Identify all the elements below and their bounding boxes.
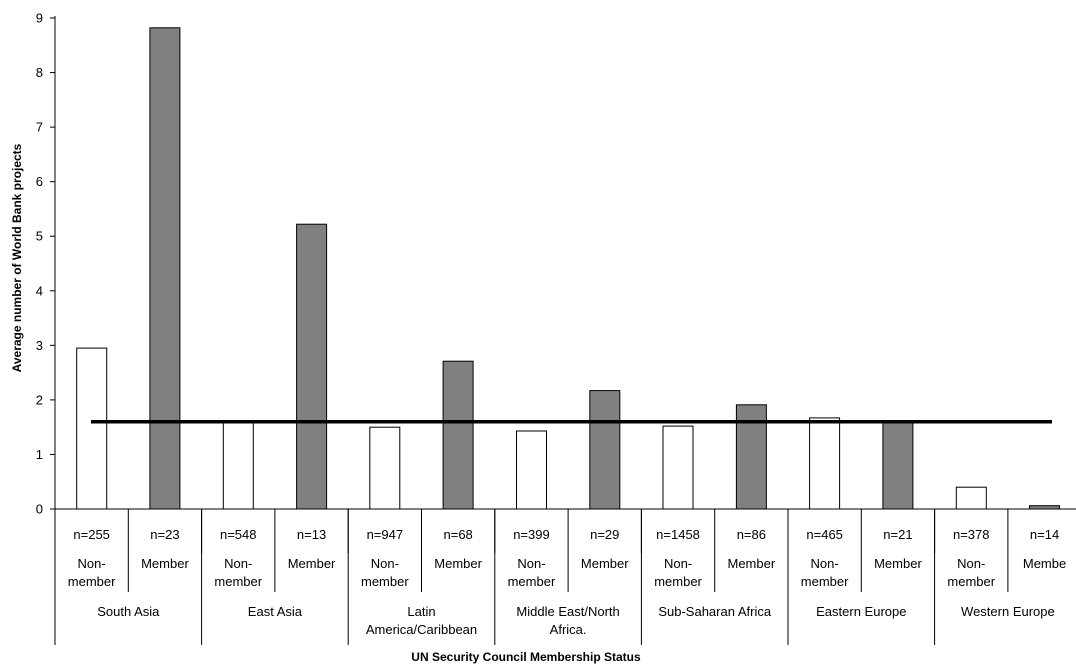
status-label: Membe — [1023, 556, 1066, 571]
n-label: n=255 — [73, 527, 110, 542]
bar-member — [589, 390, 621, 510]
n-label: n=21 — [883, 527, 912, 542]
x-axis-title: UN Security Council Membership Status — [411, 650, 641, 664]
region-label: Middle East/North — [516, 604, 619, 619]
n-label: n=29 — [590, 527, 619, 542]
y-tick-label: 9 — [36, 11, 43, 26]
status-label: Non- — [517, 556, 545, 571]
bar-non-member — [222, 422, 254, 510]
status-label: member — [947, 574, 995, 589]
status-label: Member — [434, 556, 482, 571]
status-label: Member — [728, 556, 776, 571]
region-label: Sub-Saharan Africa — [658, 604, 772, 619]
status-label: member — [68, 574, 116, 589]
region-label: East Asia — [248, 604, 303, 619]
status-label: Non- — [78, 556, 106, 571]
status-label: member — [801, 574, 849, 589]
y-tick-label: 7 — [36, 120, 43, 135]
y-tick-label: 5 — [36, 229, 43, 244]
n-label: n=947 — [367, 527, 404, 542]
n-label: n=14 — [1030, 527, 1059, 542]
bar-non-member — [955, 486, 987, 510]
bar-non-member — [662, 425, 694, 510]
status-label: member — [361, 574, 409, 589]
n-label: n=378 — [953, 527, 990, 542]
status-label: Non- — [371, 556, 399, 571]
y-tick-label: 0 — [36, 502, 43, 517]
n-label: n=465 — [806, 527, 843, 542]
bars — [76, 27, 1060, 510]
status-label: Non- — [224, 556, 252, 571]
bar-member — [882, 420, 914, 510]
status-label: Non- — [957, 556, 985, 571]
bar-non-member — [516, 430, 547, 510]
n-label: n=68 — [444, 527, 473, 542]
y-axis: 0 1 2 3 4 5 6 7 8 9 — [36, 11, 56, 517]
bar-member — [442, 360, 474, 510]
status-label: Non- — [811, 556, 839, 571]
y-tick-label: 6 — [36, 174, 43, 189]
status-label: Member — [581, 556, 629, 571]
y-axis-title: Average number of World Bank projects — [10, 143, 24, 372]
y-tick-label: 4 — [36, 283, 43, 298]
region-label: America/Caribbean — [366, 622, 477, 637]
n-label: n=23 — [150, 527, 179, 542]
n-label: n=548 — [220, 527, 257, 542]
n-label: n=1458 — [656, 527, 700, 542]
status-label: Member — [141, 556, 189, 571]
bar-member — [149, 27, 181, 510]
y-tick-label: 2 — [36, 392, 43, 407]
n-label: n=399 — [513, 527, 550, 542]
status-label: Non- — [664, 556, 692, 571]
status-label: member — [214, 574, 262, 589]
status-label: member — [654, 574, 702, 589]
x-axis-table: n=255 Non-member n=23 Member n=548 Non-member… — [54, 508, 1076, 645]
region-label: Western Europe — [961, 604, 1055, 619]
status-label: Member — [288, 556, 336, 571]
bar-non-member — [76, 347, 108, 510]
region-label: Africa. — [550, 622, 587, 637]
region-label: Latin — [407, 604, 435, 619]
bar-non-member — [369, 426, 401, 510]
region-label: Eastern Europe — [816, 604, 906, 619]
status-label: Member — [874, 556, 922, 571]
status-label: member — [508, 574, 556, 589]
n-label: n=86 — [737, 527, 766, 542]
bar-non-member — [809, 417, 841, 510]
n-label: n=13 — [297, 527, 326, 542]
bar-member — [296, 223, 328, 510]
y-tick-label: 8 — [36, 65, 43, 80]
y-tick-label: 1 — [36, 447, 43, 462]
region-label: South Asia — [97, 604, 160, 619]
y-tick-label: 3 — [36, 338, 43, 353]
